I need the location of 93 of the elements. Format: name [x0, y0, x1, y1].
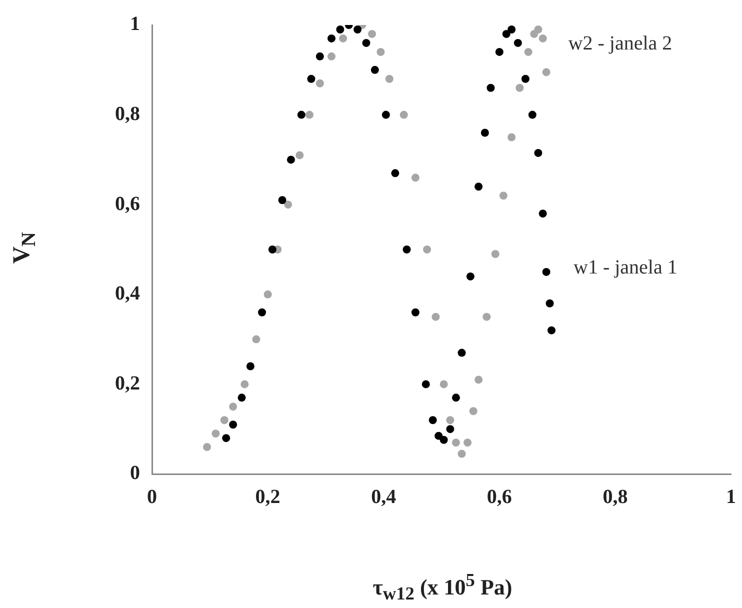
y-tick-label: 0 [130, 462, 140, 484]
point [339, 34, 348, 42]
point [480, 128, 489, 137]
point [486, 84, 495, 92]
series-label: w1 - janela 1 [574, 256, 678, 279]
point [458, 348, 466, 357]
point [307, 74, 316, 83]
point [246, 362, 254, 370]
point [516, 84, 524, 92]
point [220, 416, 228, 424]
point [514, 38, 522, 47]
point [446, 425, 454, 434]
point [440, 436, 448, 444]
y-tick-label: 0,4 [115, 282, 140, 305]
point [422, 380, 430, 388]
point [452, 394, 460, 402]
point [502, 30, 510, 38]
point [222, 434, 230, 442]
point [521, 74, 530, 83]
point [482, 312, 491, 321]
point [508, 25, 516, 34]
point [508, 133, 516, 142]
point [229, 420, 238, 429]
point [434, 432, 443, 440]
point [203, 443, 212, 452]
point [546, 299, 554, 308]
point [464, 438, 472, 447]
point [528, 110, 536, 119]
point [316, 79, 324, 88]
y-tick-label: 0,2 [115, 372, 140, 394]
point [286, 156, 295, 164]
point [385, 74, 394, 83]
point [452, 438, 460, 447]
point [428, 416, 437, 424]
point [268, 246, 276, 254]
point [534, 25, 542, 34]
point [411, 308, 420, 316]
point [423, 246, 432, 254]
point [400, 110, 408, 119]
point [238, 394, 246, 402]
point [458, 450, 466, 458]
point [327, 34, 336, 42]
point [264, 290, 272, 298]
point [474, 376, 483, 384]
point [542, 68, 550, 76]
point [229, 402, 238, 411]
point [258, 308, 266, 316]
point [538, 210, 547, 218]
x-tick-label: 1 [726, 486, 736, 508]
point [327, 52, 336, 60]
x-tick-label: 0,2 [255, 486, 280, 508]
x-tick-label: 0,6 [486, 486, 512, 508]
point [370, 66, 379, 74]
x-axis-title: τ$_{w12}$ (x 10$^{5}$ Pa) [372, 570, 514, 605]
point [474, 182, 483, 191]
point [391, 169, 400, 178]
point [382, 110, 390, 119]
point [336, 25, 344, 34]
point [354, 25, 362, 34]
y-tick-label: 0,6 [115, 192, 140, 215]
x-tick-label: 0 [147, 486, 157, 508]
point [368, 30, 376, 38]
point [495, 48, 504, 56]
point [240, 380, 249, 388]
point [440, 380, 448, 388]
x-tick-label: 0,8 [602, 486, 628, 508]
point [284, 200, 292, 209]
point [524, 48, 532, 56]
point [212, 430, 220, 438]
series-label: w2 - janela 2 [568, 32, 672, 54]
point [538, 34, 547, 42]
point [534, 148, 542, 157]
point [316, 52, 324, 60]
y-tick-label: 1 [130, 13, 140, 36]
point [362, 38, 370, 47]
point [446, 416, 454, 424]
point [466, 272, 474, 280]
point [542, 268, 550, 276]
point [376, 48, 385, 56]
point [491, 250, 500, 258]
point [297, 110, 306, 119]
point [305, 110, 314, 119]
point [402, 246, 411, 254]
point [411, 174, 420, 182]
x-tick-label: 0,4 [371, 486, 396, 508]
point [252, 335, 260, 344]
y-tick-label: 0,8 [115, 102, 140, 125]
point [548, 326, 556, 334]
point [499, 192, 508, 200]
point [296, 151, 304, 160]
point [278, 196, 286, 204]
point [469, 407, 478, 416]
point [432, 312, 440, 321]
